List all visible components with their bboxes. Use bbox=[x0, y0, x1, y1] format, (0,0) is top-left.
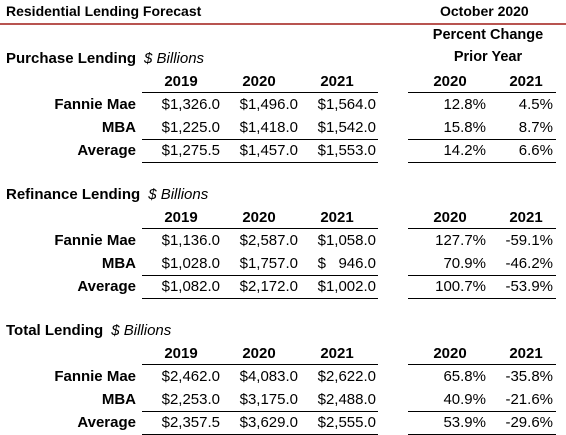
value-cell: $1,275.5 bbox=[161, 142, 220, 159]
average-rule-values bbox=[142, 139, 378, 140]
pct-year-header: 2020 bbox=[433, 345, 467, 362]
pct-cell: 4.5% bbox=[518, 96, 553, 113]
header-rule-pct bbox=[408, 364, 556, 365]
row-label: Fannie Mae bbox=[54, 96, 136, 113]
pct-cell: 65.8% bbox=[443, 368, 486, 385]
row-label: MBA bbox=[101, 255, 136, 272]
section-title: Refinance Lending $ Billions bbox=[6, 186, 208, 203]
pct-cell: 14.2% bbox=[443, 142, 486, 159]
pct-cell: 53.9% bbox=[443, 414, 486, 431]
row-label: MBA bbox=[101, 391, 136, 408]
header-rule-values bbox=[142, 364, 378, 365]
section-unit: $ Billions bbox=[148, 186, 209, 203]
header-rule-values bbox=[142, 228, 378, 229]
header-rule-pct bbox=[408, 92, 556, 93]
pct-cell: -21.6% bbox=[505, 391, 553, 408]
pct-cell: 100.7% bbox=[435, 278, 486, 295]
bottom-rule-pct bbox=[408, 298, 556, 299]
pct-cell: 70.9% bbox=[443, 255, 486, 272]
pct-cell: 15.8% bbox=[443, 119, 486, 136]
pct-cell: 6.6% bbox=[518, 142, 553, 159]
header-rule-values bbox=[142, 92, 378, 93]
pct-cell: -59.1% bbox=[505, 232, 553, 249]
bottom-rule-values bbox=[142, 162, 378, 163]
value-cell: $2,555.0 bbox=[317, 414, 376, 431]
pct-year-header: 2021 bbox=[509, 73, 543, 90]
value-cell: $1,553.0 bbox=[317, 142, 376, 159]
value-cell: $1,757.0 bbox=[239, 255, 298, 272]
year-header: 2020 bbox=[242, 73, 276, 90]
pct-year-header: 2020 bbox=[433, 209, 467, 226]
year-header: 2019 bbox=[164, 345, 198, 362]
section-unit: $ Billions bbox=[144, 50, 205, 67]
section-name: Total Lending bbox=[6, 322, 104, 339]
section-title: Total Lending $ Billions bbox=[6, 322, 171, 339]
header-rule-pct bbox=[408, 228, 556, 229]
pct-year-header: 2021 bbox=[509, 209, 543, 226]
percent-change-subheading: Prior Year bbox=[453, 49, 523, 65]
value-cell: $4,083.0 bbox=[239, 368, 298, 385]
value-cell: $1,457.0 bbox=[239, 142, 298, 159]
average-rule-values bbox=[142, 411, 378, 412]
value-cell: $1,542.0 bbox=[317, 119, 376, 136]
row-label: Fannie Mae bbox=[54, 232, 136, 249]
value-cell: $2,462.0 bbox=[161, 368, 220, 385]
header-title: Residential Lending Forecast bbox=[6, 3, 202, 19]
value-cell: $2,172.0 bbox=[239, 278, 298, 295]
row-label: Fannie Mae bbox=[54, 368, 136, 385]
value-cell: $1,418.0 bbox=[239, 119, 298, 136]
value-cell: $1,136.0 bbox=[161, 232, 220, 249]
value-cell: $2,253.0 bbox=[161, 391, 220, 408]
pct-cell: 127.7% bbox=[435, 232, 486, 249]
section-unit: $ Billions bbox=[111, 322, 172, 339]
value-cell: $1,058.0 bbox=[317, 232, 376, 249]
pct-cell: -35.8% bbox=[505, 368, 553, 385]
year-header: 2021 bbox=[320, 73, 354, 90]
pct-cell: 40.9% bbox=[443, 391, 486, 408]
percent-change-heading: Percent Change bbox=[432, 27, 544, 43]
average-rule-pct bbox=[408, 275, 556, 276]
pct-year-header: 2020 bbox=[433, 73, 467, 90]
year-header: 2020 bbox=[242, 345, 276, 362]
value-cell: $2,488.0 bbox=[317, 391, 376, 408]
value-cell: $2,622.0 bbox=[317, 368, 376, 385]
pct-cell: -46.2% bbox=[505, 255, 553, 272]
title-underline bbox=[0, 23, 566, 25]
bottom-rule-values bbox=[142, 298, 378, 299]
average-rule-pct bbox=[408, 139, 556, 140]
row-label: MBA bbox=[101, 119, 136, 136]
year-header: 2020 bbox=[242, 209, 276, 226]
year-header: 2019 bbox=[164, 209, 198, 226]
pct-year-header: 2021 bbox=[509, 345, 543, 362]
pct-cell: 8.7% bbox=[518, 119, 553, 136]
value-cell: $1,002.0 bbox=[317, 278, 376, 295]
average-rule-values bbox=[142, 275, 378, 276]
year-header: 2021 bbox=[320, 209, 354, 226]
value-cell: $1,082.0 bbox=[161, 278, 220, 295]
value-cell: $1,326.0 bbox=[161, 96, 220, 113]
value-cell: $2,587.0 bbox=[239, 232, 298, 249]
row-label: Average bbox=[77, 142, 136, 159]
average-rule-pct bbox=[408, 411, 556, 412]
pct-cell: -53.9% bbox=[505, 278, 553, 295]
bottom-rule-pct bbox=[408, 162, 556, 163]
section-title: Purchase Lending $ Billions bbox=[6, 50, 204, 67]
value-cell: $3,175.0 bbox=[239, 391, 298, 408]
year-header: 2019 bbox=[164, 73, 198, 90]
pct-cell: -29.6% bbox=[505, 414, 553, 431]
row-label: Average bbox=[77, 414, 136, 431]
value-cell: $ 946.0 bbox=[317, 255, 376, 272]
value-cell: $1,028.0 bbox=[161, 255, 220, 272]
value-cell: $1,496.0 bbox=[239, 96, 298, 113]
year-header: 2021 bbox=[320, 345, 354, 362]
section-name: Purchase Lending bbox=[6, 50, 137, 67]
value-cell: $2,357.5 bbox=[161, 414, 220, 431]
header-date: October 2020 bbox=[440, 3, 529, 19]
value-cell: $1,564.0 bbox=[317, 96, 376, 113]
section-name: Refinance Lending bbox=[6, 186, 141, 203]
value-cell: $1,225.0 bbox=[161, 119, 220, 136]
value-cell: $3,629.0 bbox=[239, 414, 298, 431]
row-label: Average bbox=[77, 278, 136, 295]
pct-cell: 12.8% bbox=[443, 96, 486, 113]
